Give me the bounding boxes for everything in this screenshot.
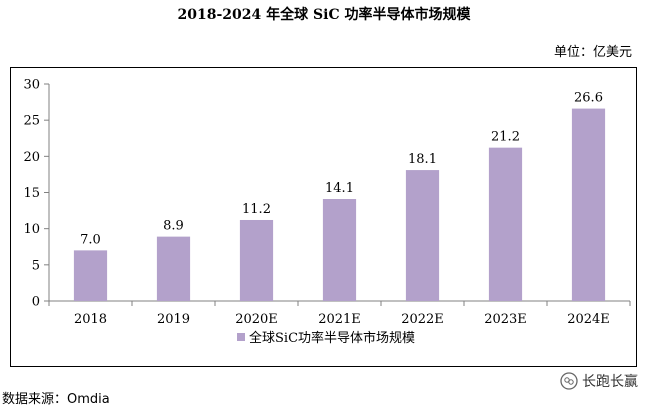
chart-title: 2018-2024 年全球 SiC 功率半导体市场规模	[177, 7, 471, 23]
y-tick-label: 0	[32, 295, 40, 310]
wechat-icon	[560, 372, 578, 390]
unit-label: 单位：亿美元	[553, 45, 632, 60]
data-label: 11.2	[242, 202, 271, 217]
y-tick-label: 25	[23, 114, 40, 129]
x-tick-label: 2021E	[318, 312, 361, 327]
y-tick-label: 5	[32, 258, 40, 273]
data-label: 7.0	[80, 232, 101, 247]
watermark-text: 长跑长赢	[582, 374, 638, 390]
source-note: 数据来源：Omdia	[2, 392, 110, 407]
bar	[405, 170, 440, 301]
x-tick-label: 2023E	[484, 312, 527, 327]
y-tick-label: 10	[23, 222, 40, 237]
watermark: 长跑长赢	[560, 371, 638, 391]
x-tick-label: 2018	[74, 312, 107, 327]
bar	[239, 219, 274, 301]
bar	[156, 236, 191, 301]
x-tick-label: 2020E	[235, 312, 278, 327]
data-label: 21.2	[491, 130, 520, 145]
bar	[73, 250, 108, 301]
data-label: 26.6	[574, 91, 603, 106]
x-tick-label: 2019	[157, 312, 190, 327]
bar	[488, 147, 523, 301]
y-tick-label: 30	[23, 78, 40, 93]
legend-swatch	[237, 333, 245, 341]
y-tick-label: 15	[23, 186, 40, 201]
y-tick-label: 20	[23, 150, 40, 165]
data-label: 8.9	[163, 219, 184, 234]
legend-label: 全球SiC功率半导体市场规模	[249, 330, 415, 346]
bar	[571, 108, 606, 301]
data-label: 18.1	[408, 152, 437, 167]
data-label: 14.1	[325, 181, 354, 196]
x-tick-label: 2024E	[567, 312, 610, 327]
bar	[322, 199, 357, 301]
x-tick-label: 2022E	[401, 312, 444, 327]
bar-chart: 0 5 10 15 20 25 30 7.0 2018 8.9 2019 11.2 2020E 14.1 2…	[23, 78, 631, 346]
chart-frame: 0 5 10 15 20 25 30 7.0 2018 8.9 2019 11.2 2020E 14.1 2…	[10, 67, 637, 367]
